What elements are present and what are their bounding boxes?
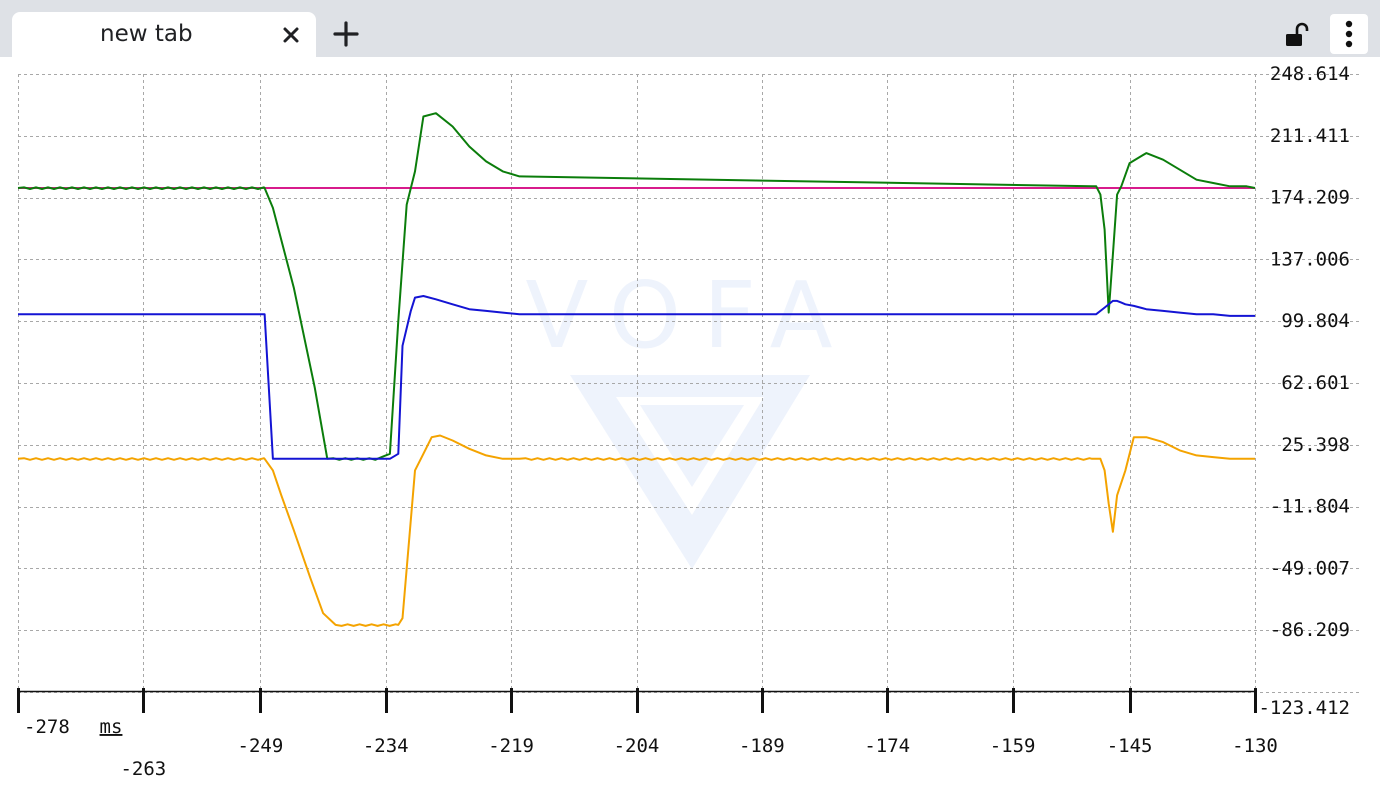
y-tick-label: 62.601: [1281, 372, 1350, 394]
vofa-watermark: VOFA: [525, 262, 854, 569]
watermark-text: VOFA: [525, 262, 854, 369]
x-tick-label: -159: [990, 735, 1036, 757]
x-tick-label: -174: [864, 735, 910, 757]
series-line-3: [17, 434, 1255, 627]
x-tick-label: -189: [739, 735, 785, 757]
y-tick-label: -49.007: [1270, 557, 1350, 579]
plus-icon[interactable]: [330, 18, 362, 50]
y-tick-label: 211.411: [1270, 125, 1350, 147]
y-tick-label: 174.209: [1270, 187, 1350, 209]
x-tick-label: -145: [1107, 735, 1153, 757]
grid-lines: [18, 74, 1360, 693]
unlock-icon[interactable]: [1282, 20, 1312, 50]
series-layer: [17, 112, 1256, 627]
x-tick-labels: -278 -263 -249 -234 -219 -204 -189 -174 -159 -145…: [24, 716, 1278, 780]
tab-title: new tab: [100, 21, 193, 47]
y-tick-label: 25.398: [1281, 434, 1350, 456]
x-tick-label: -234: [363, 735, 409, 757]
x-tick-label: -130: [1232, 735, 1278, 757]
y-tick-label: -86.209: [1270, 619, 1350, 641]
x-tick-label: -219: [488, 735, 534, 757]
tab-new-tab[interactable]: new tab: [12, 12, 316, 57]
x-tick-label: -263: [120, 758, 166, 780]
tab-bar: new tab: [0, 0, 1380, 57]
x-axis-unit-label: ms: [100, 716, 123, 738]
x-tick-label: -249: [238, 735, 284, 757]
y-tick-label: 99.804: [1281, 310, 1350, 332]
y-tick-label: 248.614: [1270, 63, 1350, 85]
series-line-2: [17, 112, 1256, 461]
more-vertical-icon[interactable]: [1330, 14, 1368, 54]
series-line-4: [18, 295, 1255, 460]
x-axis: [17, 688, 1257, 713]
close-icon[interactable]: [278, 22, 304, 48]
waveform-chart[interactable]: VOFA -278 -263 -249 -234 -219 -204 -189 -174 -15…: [0, 57, 1380, 798]
y-tick-labels: 248.614 211.411 174.209 137.006 99.804 62.601…: [1258, 63, 1350, 719]
x-tick-label: -204: [614, 735, 660, 757]
y-tick-label: -11.804: [1270, 496, 1350, 518]
y-tick-label: 137.006: [1270, 248, 1350, 270]
plot-area[interactable]: VOFA -278 -263 -249 -234 -219 -204 -189 -174 -15…: [0, 57, 1380, 798]
y-tick-label: -123.412: [1258, 697, 1350, 719]
x-tick-label: -278: [24, 716, 70, 738]
